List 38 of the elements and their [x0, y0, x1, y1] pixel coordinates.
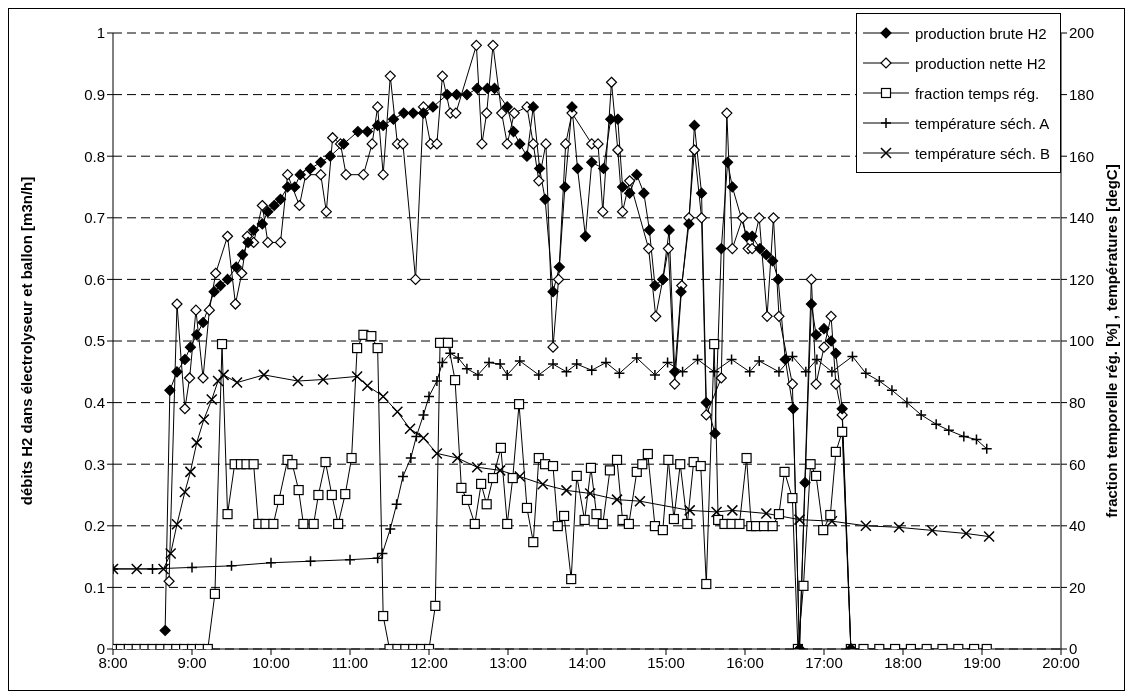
legend-label: production nette H2: [914, 54, 1046, 72]
y-tick-label: 1: [96, 24, 105, 42]
y-tick-label: 0.3: [84, 455, 105, 473]
y2-tick-label: 140: [1069, 209, 1095, 227]
y-tick-label: 0.5: [84, 332, 105, 350]
y2-tick-label: 200: [1069, 24, 1095, 42]
y2-tick-label: 120: [1069, 270, 1095, 288]
y2-tick-label: 180: [1069, 85, 1095, 103]
legend-label: température séch. B: [914, 144, 1050, 162]
x-tick-label: 12:00: [410, 653, 448, 671]
y2-tick-label: 100: [1069, 332, 1095, 350]
y2-tick-label: 40: [1069, 517, 1086, 535]
y-tick-label: 0.4: [84, 393, 105, 411]
x-tick-label: 11:00: [331, 653, 369, 671]
x-tick-label: 16:00: [726, 653, 764, 671]
x-tick-label: 9:00: [177, 653, 207, 671]
y2-tick-label: 60: [1069, 455, 1086, 473]
y2-axis-title: fraction temporelle rég. [%] , températures [degC]: [1103, 164, 1121, 518]
legend-label: production brute H2: [914, 24, 1047, 42]
x-tick-label: 14:00: [568, 653, 606, 671]
x-tick-label: 10:00: [252, 653, 290, 671]
x-tick-label: 18:00: [884, 653, 922, 671]
legend-label: fraction temps rég.: [914, 84, 1040, 102]
y-tick-label: 0.7: [84, 209, 105, 227]
y-tick-label: 0.6: [84, 270, 105, 288]
y-tick-label: 0.9: [84, 85, 105, 103]
legend-label: température séch. A: [914, 114, 1050, 132]
y-tick-label: 0.8: [84, 147, 105, 165]
y-axis-title: débits H2 dans électrolyseur et ballon [m3n/h]: [18, 176, 36, 506]
x-tick-label: 19:00: [963, 653, 1001, 671]
x-tick-label: 13:00: [489, 653, 527, 671]
y2-tick-label: 80: [1069, 393, 1086, 411]
y-tick-label: 0.1: [84, 578, 105, 596]
y2-tick-label: 160: [1069, 147, 1095, 165]
x-tick-label: 15:00: [647, 653, 685, 671]
x-tick-label: 17:00: [805, 653, 843, 671]
y-tick-label: 0.2: [84, 517, 105, 535]
y2-tick-label: 20: [1069, 578, 1086, 596]
